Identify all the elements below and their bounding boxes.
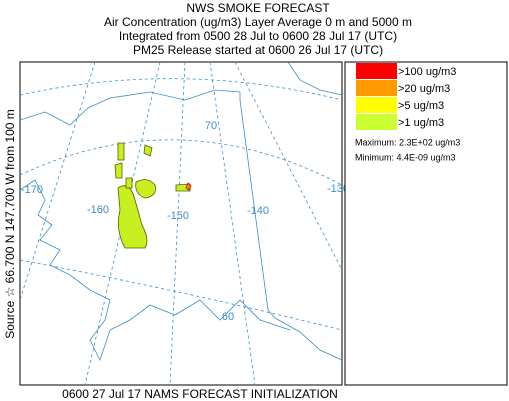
graticule-label: -130 [327, 183, 349, 195]
graticule [20, 78, 342, 101]
legend-swatch [356, 63, 397, 79]
graticule-label: -150 [167, 210, 189, 222]
legend-swatch [356, 80, 397, 96]
graticule [20, 259, 342, 331]
graticule [84, 62, 161, 385]
legend-maximum: Maximum: 2.3E+02 ug/m3 [355, 137, 460, 147]
map: -170 -160 -150 -140 -130 70 60 [19, 61, 349, 386]
graticule [234, 62, 342, 271]
subtitle: Integrated from 0500 28 Jul to 0600 28 J… [119, 29, 397, 43]
map-frame [19, 61, 343, 386]
graticule-label: -170 [21, 184, 43, 196]
smoke-plume [114, 142, 191, 192]
graticule-label: -160 [87, 204, 109, 216]
source-label: Source ☆ 66.700 N 147.700 W from 100 m [3, 109, 17, 339]
legend-minimum: Minimum: 4.4E-09 ug/m3 [355, 152, 456, 162]
title: NWS SMOKE FORECAST [186, 1, 330, 15]
subtitle: PM25 Release started at 0600 26 Jul 17 (… [133, 43, 383, 57]
graticule [209, 62, 256, 385]
graticule-label: 60 [222, 311, 234, 323]
graticule-label: -140 [247, 205, 269, 217]
footer: 0600 27 Jul 17 NAMS FORECAST INITIALIZAT… [62, 387, 338, 401]
source-marker [185, 182, 192, 191]
legend-swatch [356, 97, 397, 113]
legend-swatch [356, 114, 397, 130]
coastline [20, 62, 342, 362]
subtitle: Air Concentration (ug/m3) Layer Average … [104, 15, 412, 29]
legend-label: >5 ug/m3 [398, 100, 444, 112]
legend: Maximum: 2.3E+02 ug/m3 Minimum: 4.4E-09 … [344, 61, 508, 386]
graticule-label: 70 [205, 120, 217, 132]
legend-label: >20 ug/m3 [398, 83, 450, 95]
graticule [20, 139, 342, 186]
legend-label: >1 ug/m3 [398, 117, 444, 129]
legend-frame [344, 61, 508, 386]
smoke-plume [135, 179, 156, 199]
legend-label: >100 ug/m3 [398, 66, 456, 78]
